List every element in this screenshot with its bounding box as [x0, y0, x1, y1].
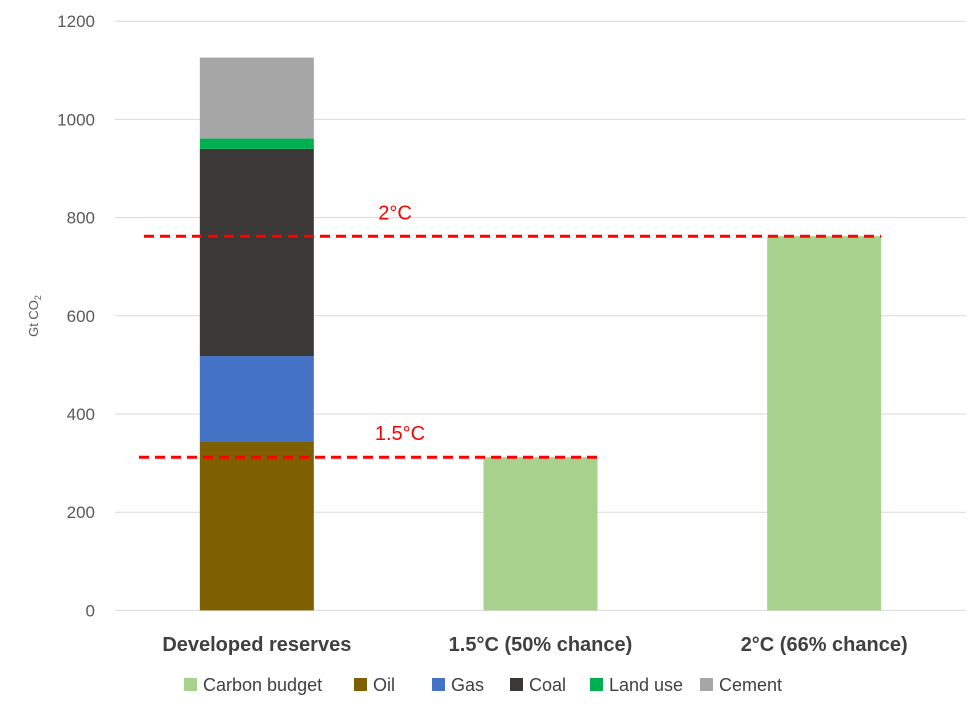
legend-swatch	[354, 678, 367, 691]
legend-swatch	[184, 678, 197, 691]
y-tick-label: 600	[67, 307, 95, 326]
bar-segment-land-use	[199, 138, 314, 149]
legend-swatch	[700, 678, 713, 691]
reference-line-label: 2°C	[378, 202, 412, 224]
y-tick-label: 1200	[57, 12, 95, 31]
legend-label: Cement	[719, 675, 782, 695]
bar-segment-coal	[199, 148, 314, 357]
y-tick-label: 800	[67, 209, 95, 228]
legend-swatch	[510, 678, 523, 691]
bar-segment-carbon-budget	[767, 236, 882, 611]
x-tick-label: 1.5°C (50% chance)	[449, 634, 633, 656]
bar-segment-carbon-budget	[483, 457, 598, 611]
y-tick-label: 200	[67, 503, 95, 522]
legend-swatch	[590, 678, 603, 691]
y-tick-label: 400	[67, 405, 95, 424]
reference-line-label: 1.5°C	[375, 423, 425, 445]
legend-swatch	[432, 678, 445, 691]
legend-label: Oil	[373, 675, 395, 695]
bar-segment-oil	[199, 441, 314, 611]
bar-segment-gas	[199, 356, 314, 442]
legend-label: Coal	[529, 675, 566, 695]
y-tick-label: 0	[86, 601, 95, 620]
legend-label: Land use	[609, 675, 683, 695]
y-axis-label: Gt CO2	[26, 295, 43, 337]
y-axis-label-subscript: 2	[33, 295, 43, 300]
y-tick-label: 1000	[57, 110, 95, 129]
legend-label: Carbon budget	[203, 675, 322, 695]
x-tick-label: Developed reserves	[162, 634, 351, 656]
legend-label: Gas	[451, 675, 484, 695]
x-tick-label: 2°C (66% chance)	[741, 634, 908, 656]
bar-segment-cement	[199, 57, 314, 139]
